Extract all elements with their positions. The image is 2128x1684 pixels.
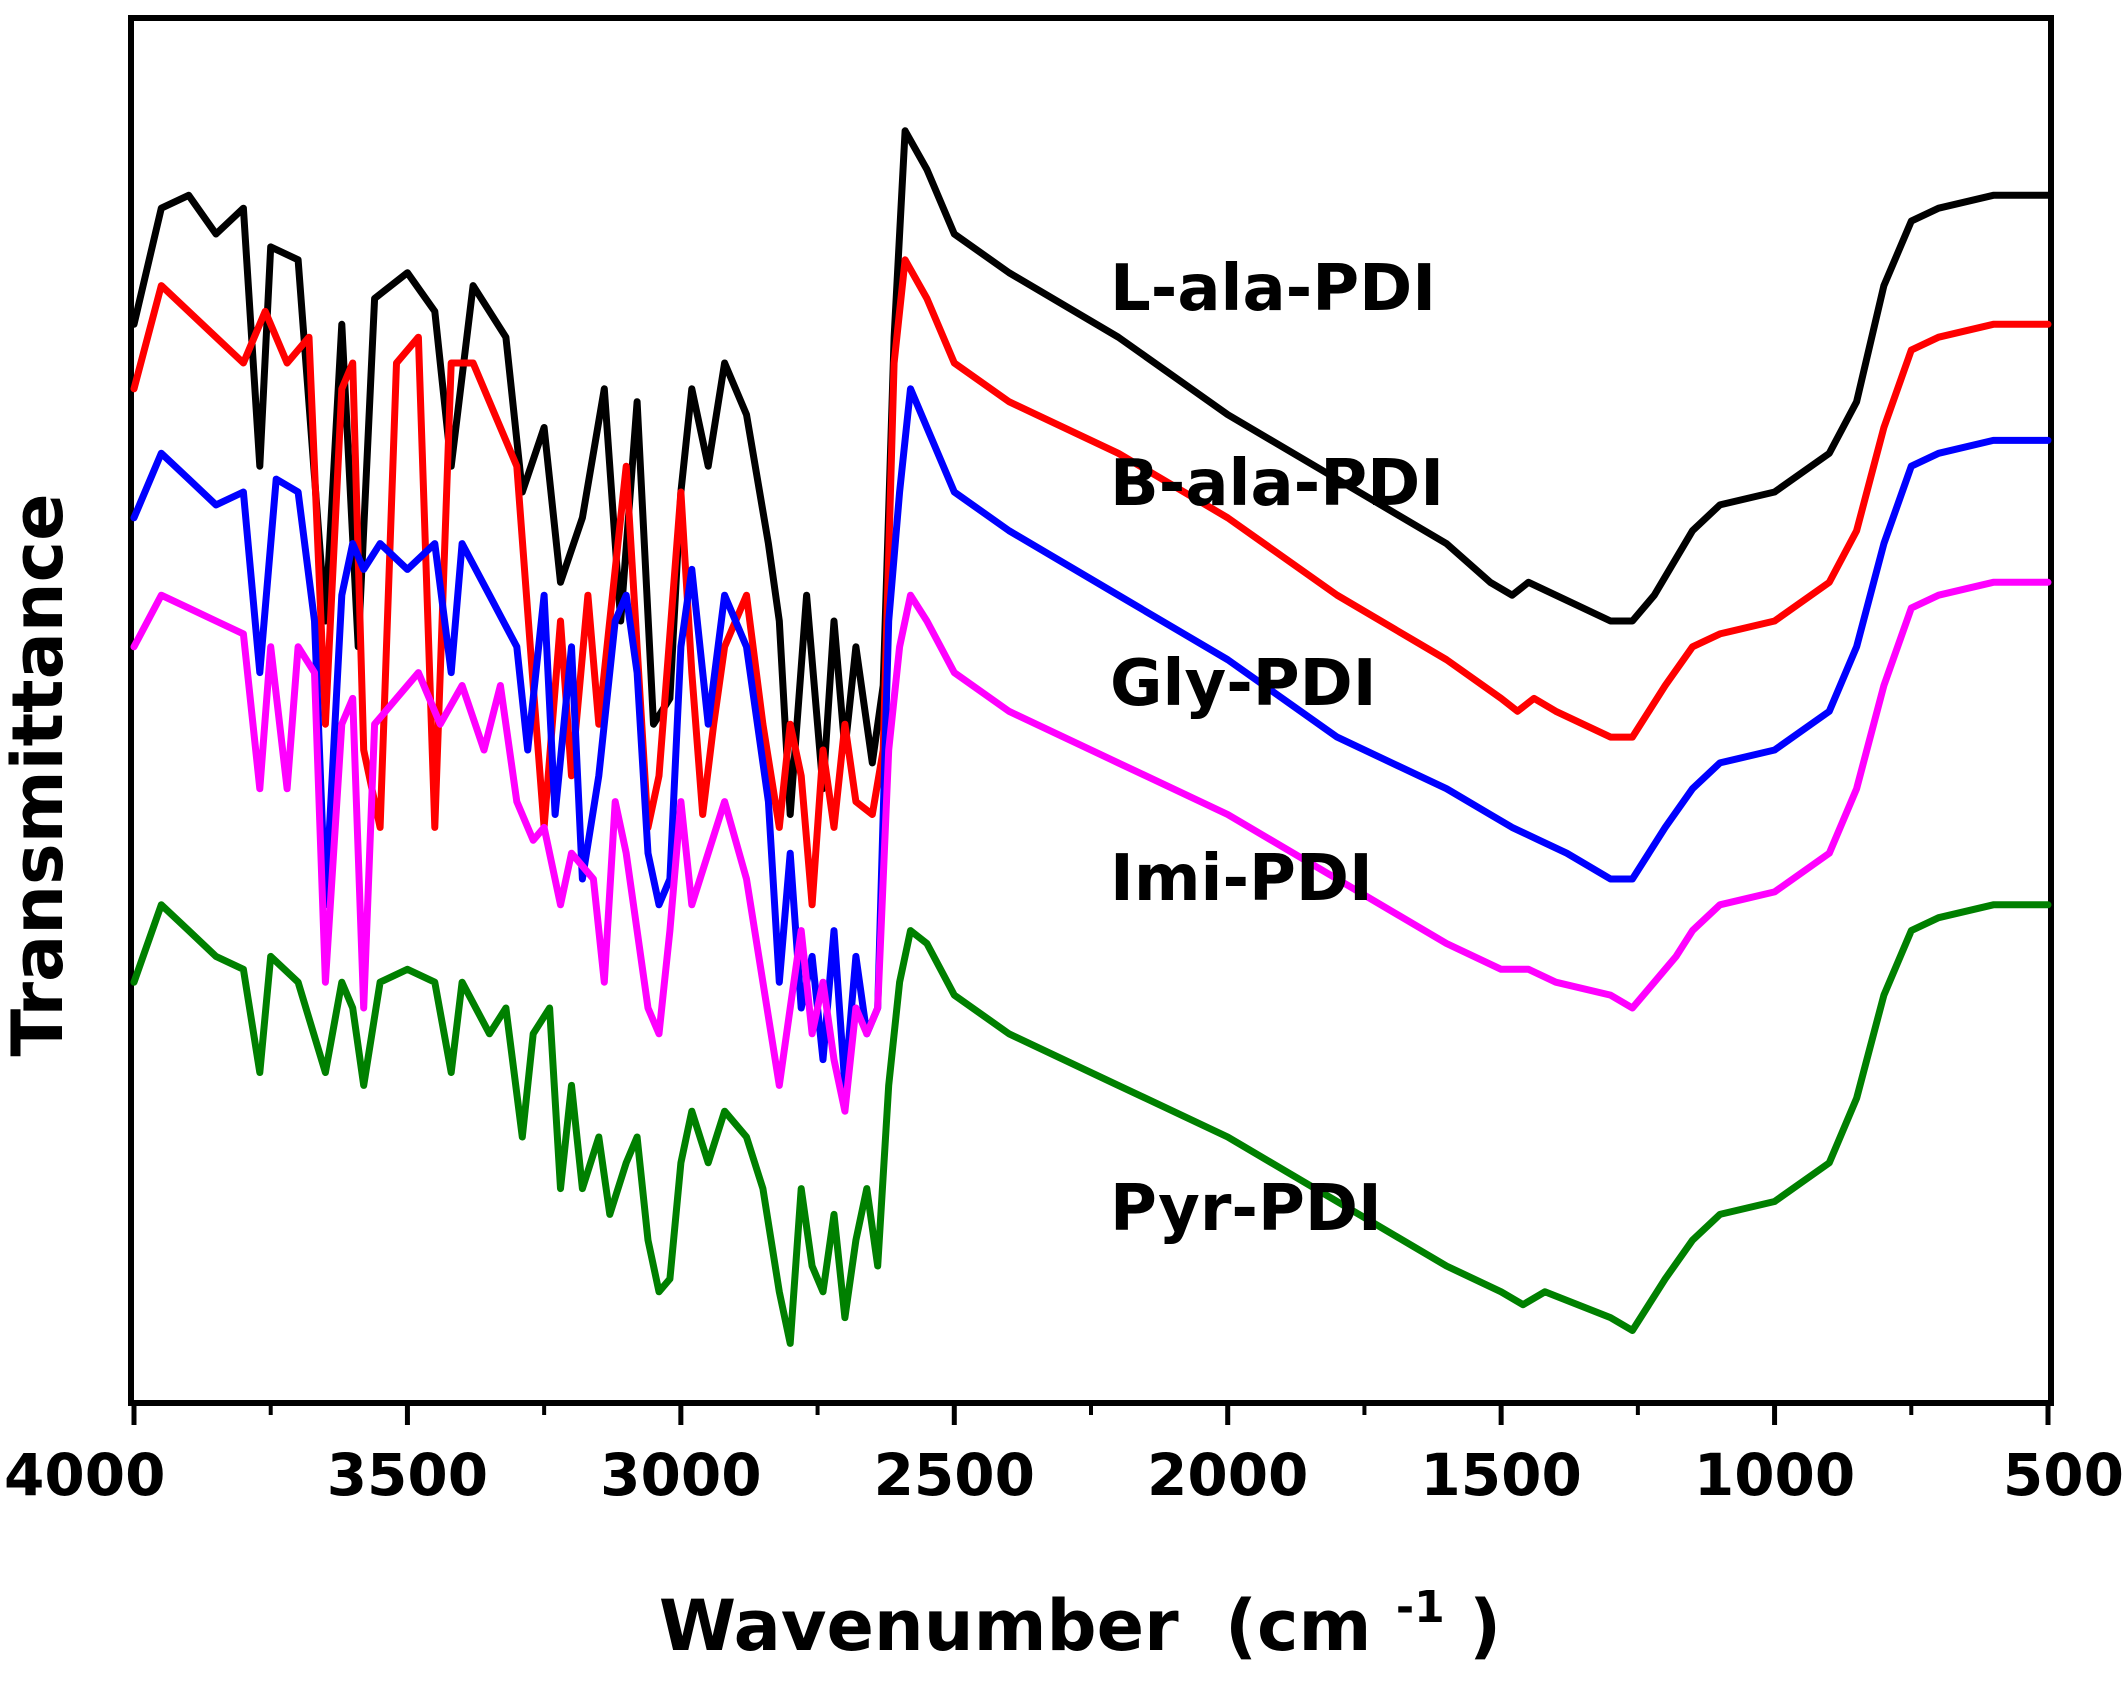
x-axis-title: Wavenumber (cm -1 ) bbox=[659, 1557, 1501, 1667]
x-axis-title-exponent: -1 bbox=[1396, 1582, 1445, 1633]
x-axis-title-unit: (cm bbox=[1225, 1585, 1371, 1667]
x-tick-label: 2000 bbox=[1147, 1441, 1308, 1509]
series-line-pyr-pdi bbox=[130, 901, 2052, 1347]
series-line-imi-pdi bbox=[130, 578, 2052, 1115]
x-axis-title-main: Wavenumber bbox=[659, 1585, 1179, 1667]
x-tick-label: 3000 bbox=[600, 1441, 761, 1509]
x-tick-label: 1500 bbox=[1420, 1441, 1581, 1509]
series-label-b-ala-pdi: B-ala-PDI bbox=[1110, 447, 1444, 521]
x-tick-label: 3500 bbox=[327, 1441, 488, 1509]
series-line-b-ala-pdi bbox=[130, 256, 2052, 909]
series-label-pyr-pdi: Pyr-PDI bbox=[1110, 1172, 1382, 1246]
series-label-imi-pdi: Imi-PDI bbox=[1110, 842, 1373, 916]
series-layer bbox=[130, 127, 2052, 1347]
series-line-l-ala-pdi bbox=[130, 127, 2052, 818]
series-label-gly-pdi: Gly-PDI bbox=[1110, 647, 1377, 721]
plot-frame bbox=[128, 15, 2054, 1406]
x-tick-label: 1000 bbox=[1694, 1441, 1855, 1509]
x-axis-title-close: ) bbox=[1469, 1585, 1501, 1667]
x-tick-label: 2500 bbox=[874, 1441, 1035, 1509]
x-tick-label: 500 bbox=[2003, 1441, 2124, 1509]
series-line-gly-pdi bbox=[130, 385, 2052, 1089]
series-labels: L-ala-PDI B-ala-PDI Gly-PDI Imi-PDI Pyr-PDI bbox=[1110, 252, 1444, 1246]
series-label-l-ala-pdi: L-ala-PDI bbox=[1110, 252, 1436, 326]
y-axis-title: Transmittance bbox=[0, 493, 79, 1056]
x-tick-label: 4000 bbox=[4, 1441, 165, 1509]
x-ticks: 4000 3500 3000 2500 2000 1500 1000 500 bbox=[4, 1403, 2124, 1509]
